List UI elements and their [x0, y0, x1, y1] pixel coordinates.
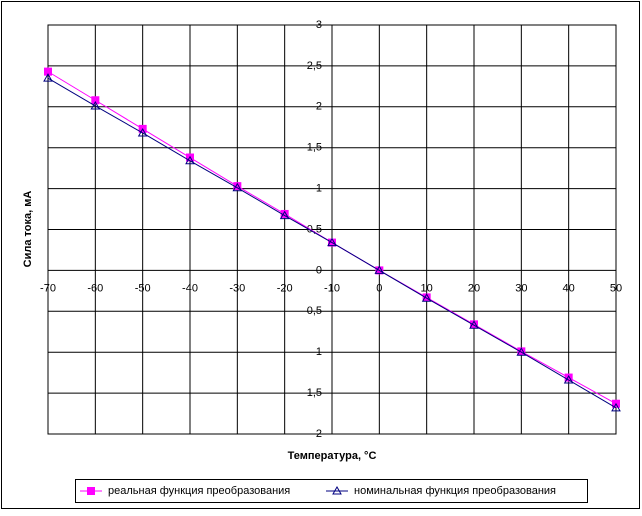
x-tick-label: 10 [421, 282, 433, 294]
y-tick-label: 1,5 [307, 142, 322, 154]
x-tick-label: 20 [468, 282, 480, 294]
marker [185, 155, 195, 165]
y-tick-label: 0,5 [307, 223, 322, 235]
y-tick-label: 1 [316, 183, 322, 195]
y-tick-label: 1 [316, 346, 322, 358]
y-tick-label: 3 [316, 19, 322, 31]
marker [374, 265, 385, 274]
legend-marker [332, 485, 342, 495]
marker [421, 293, 432, 302]
y-tick-label: 0 [316, 264, 322, 276]
y-tick-label: 2 [316, 428, 322, 440]
x-tick-label: -10 [324, 282, 340, 294]
y-tick-label: 2 [316, 101, 322, 113]
marker [516, 347, 527, 356]
legend-label: реальная функция преобразования [108, 485, 290, 497]
legend-label: номинальная функция преобразования [354, 485, 556, 497]
x-axis-title: Температура, °С [288, 450, 377, 462]
x-tick-label: -20 [277, 282, 293, 294]
x-tick-label: -60 [87, 282, 103, 294]
marker [90, 100, 101, 110]
marker [327, 237, 337, 247]
y-tick-label: 1,5 [307, 387, 322, 399]
x-tick-label: -40 [182, 282, 198, 294]
marker [232, 182, 243, 192]
y-tick-label: 2,5 [307, 60, 322, 72]
marker [91, 96, 100, 105]
y-tick-label: 0,5 [307, 305, 322, 317]
y-axis-title: Сила тока, мА [22, 191, 34, 268]
marker [279, 210, 290, 220]
marker [137, 127, 148, 137]
series-line [47, 77, 617, 409]
x-tick-label: 40 [563, 282, 575, 294]
x-tick-label: -30 [229, 282, 245, 294]
x-tick-label: 30 [515, 282, 527, 294]
legend-marker [87, 487, 95, 495]
x-tick-label: -50 [135, 282, 151, 294]
marker [469, 320, 479, 329]
x-tick-label: 0 [376, 282, 382, 294]
x-tick-label: 50 [610, 282, 622, 294]
x-tick-label: -70 [40, 282, 56, 294]
marker [563, 375, 574, 384]
marker [611, 402, 621, 412]
marker [43, 73, 53, 82]
